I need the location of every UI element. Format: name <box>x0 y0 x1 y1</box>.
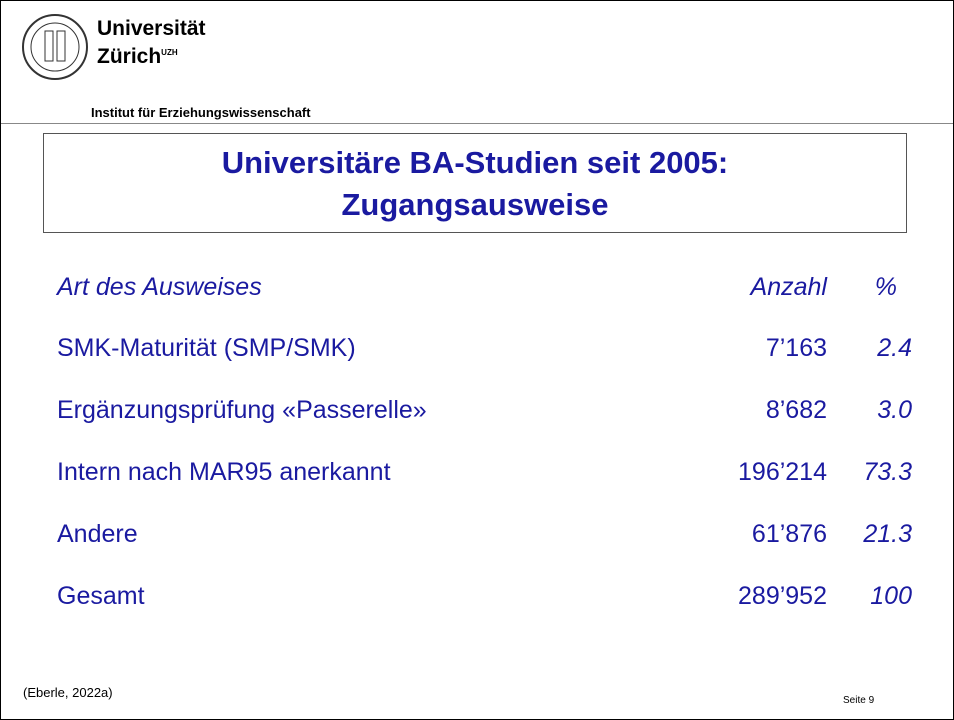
header-cell: Art des Ausweises <box>57 273 262 301</box>
header-cell: Anzahl <box>750 273 827 301</box>
university-line: ZürichUZH <box>97 41 206 69</box>
cell: 8’682 <box>765 396 827 424</box>
uzh: UZH <box>161 48 178 57</box>
institute: Institut für Erziehungswissenschaft <box>91 105 311 120</box>
cell: 289’952 <box>738 582 827 610</box>
cell: Ergänzungsprüfung «Passerelle» <box>57 396 427 424</box>
source: (Eberle, 2022a) <box>23 685 113 700</box>
cell: 73.3 <box>863 458 912 486</box>
header-cell: % <box>874 273 897 301</box>
cell: Gesamt <box>57 582 145 610</box>
cell: 100 <box>870 582 912 610</box>
title-line: Universitäre BA-Studien seit 2005: <box>221 145 729 180</box>
title-box: Universitäre BA-Studien seit 2005: Zugan… <box>43 133 907 233</box>
table-row: SMK-Maturität (SMP/SMK) 7’163 2.4 <box>57 334 917 378</box>
cell: 7’163 <box>765 334 827 362</box>
table-header: Art des Ausweises Anzahl % <box>57 273 917 317</box>
university-line: Universität <box>97 17 206 40</box>
cell: 196’214 <box>738 458 827 486</box>
cell: 21.3 <box>863 520 912 548</box>
cell: 2.4 <box>877 334 912 362</box>
logo <box>22 14 88 80</box>
cell: 3.0 <box>877 396 912 424</box>
cell: SMK-Maturität (SMP/SMK) <box>57 334 356 362</box>
table-row: Andere 61’876 21.3 <box>57 520 917 564</box>
university: Universität ZürichUZH <box>97 17 206 69</box>
table-row: Ergänzungsprüfung «Passerelle» 8’682 3.0 <box>57 396 917 440</box>
title-line: Zugangsausweise <box>341 187 609 222</box>
cell: Andere <box>57 520 138 548</box>
university-line: Zürich <box>97 45 162 68</box>
table-row: Gesamt 289’952 100 <box>57 582 917 626</box>
cell: Intern nach MAR95 anerkannt <box>57 458 391 486</box>
table-row: Intern nach MAR95 anerkannt 196’214 73.3 <box>57 458 917 502</box>
page-number: Seite 9 <box>843 695 875 706</box>
cell: 61’876 <box>751 520 827 548</box>
divider <box>1 123 953 124</box>
